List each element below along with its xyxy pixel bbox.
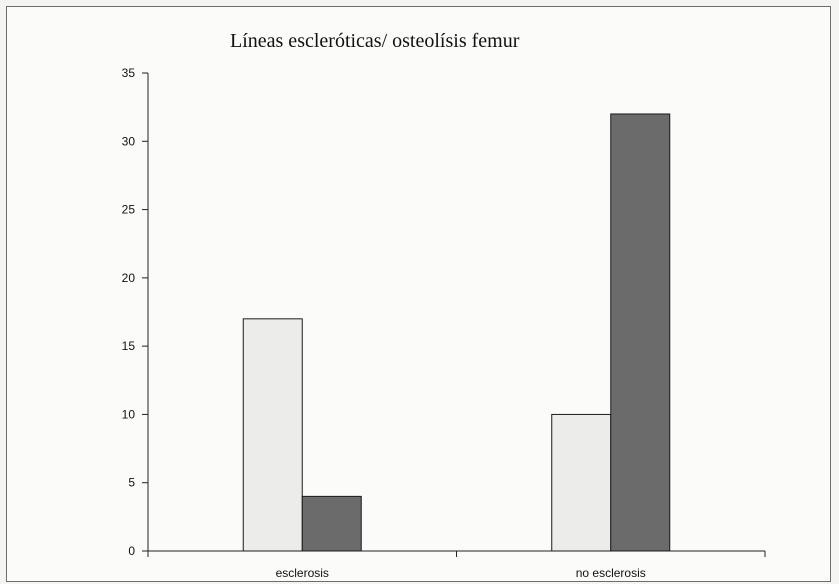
y-tick-label: 0 [128, 544, 135, 558]
bar-esclerosis-series-1 [242, 318, 303, 552]
y-tick-label: 10 [122, 407, 136, 421]
chart-title: Líneas escleróticas/ osteolísis femur [230, 30, 520, 52]
bar-no-esclerosis-series-2 [610, 113, 671, 552]
y-tick-label: 30 [122, 134, 136, 148]
chart-frame [6, 6, 831, 582]
bar-no-esclerosis-series-1 [551, 413, 612, 552]
y-tick-label: 5 [128, 476, 135, 490]
bar-esclerosis-series-2 [301, 495, 362, 552]
y-tick-label: 15 [122, 339, 136, 353]
x-category-label: esclerosis [276, 566, 329, 580]
y-tick-label: 25 [122, 203, 136, 217]
x-category-label: no esclerosis [576, 566, 646, 580]
y-tick-label: 35 [122, 66, 136, 80]
y-tick-label: 20 [122, 271, 136, 285]
